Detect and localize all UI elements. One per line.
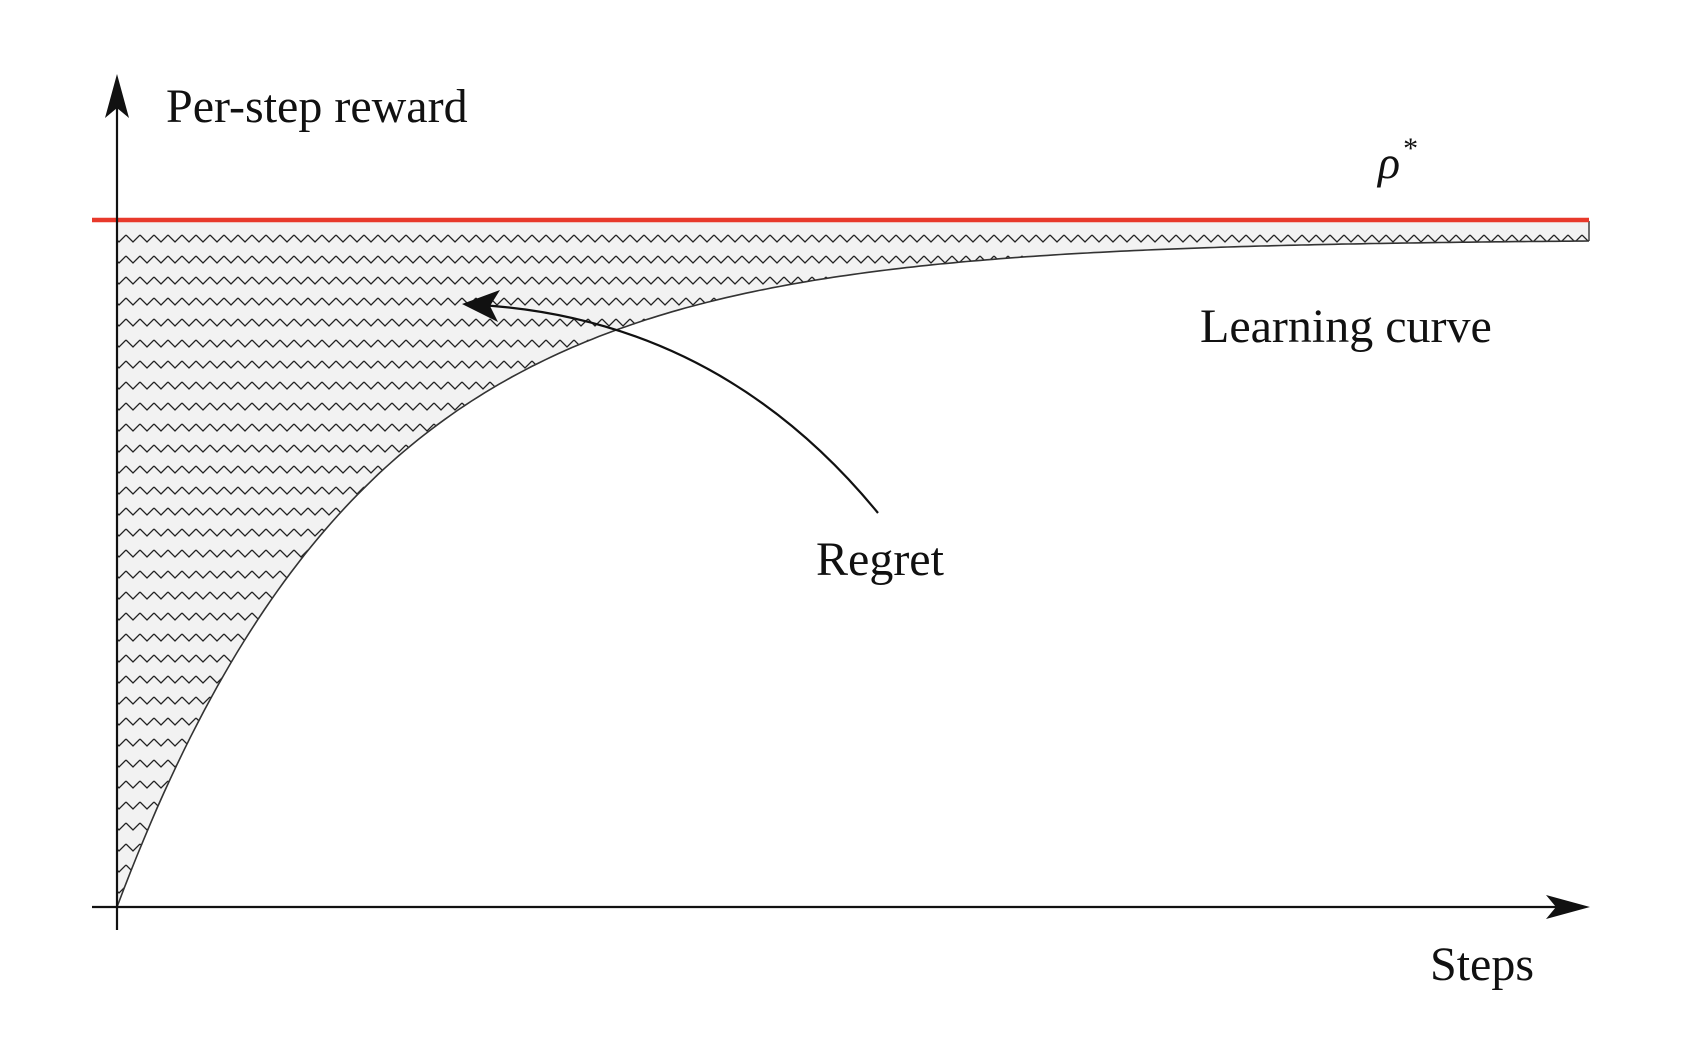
regret-label: Regret — [816, 533, 945, 586]
rho-superscript: * — [1403, 132, 1418, 165]
learning-curve — [116, 240, 1590, 908]
rho-star-label: ρ * — [1376, 132, 1418, 188]
y-axis-label: Per-step reward — [166, 80, 468, 133]
regret-arrow — [479, 303, 879, 514]
x-axis-label: Steps — [1430, 938, 1534, 991]
x-axis-arrowhead — [1546, 895, 1590, 919]
rho-symbol: ρ — [1376, 137, 1400, 188]
regret-arrowhead — [462, 290, 500, 322]
learning-curve-label: Learning curve — [1200, 300, 1492, 353]
y-axis-arrowhead — [105, 74, 129, 118]
